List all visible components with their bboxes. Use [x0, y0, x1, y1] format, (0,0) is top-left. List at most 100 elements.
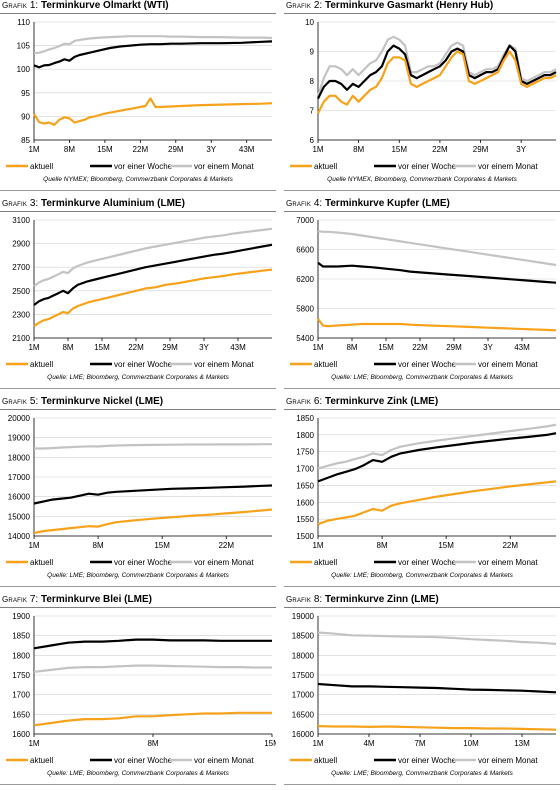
chart-title-text: Terminkurve Aluminium (LME)	[41, 198, 185, 209]
y-tick-label: 1850	[12, 632, 30, 641]
x-tick-label: 22M	[128, 343, 144, 352]
x-tick-label: 15M	[97, 145, 113, 154]
y-tick-label: 16000	[8, 493, 31, 502]
series-line-monat	[33, 35, 273, 55]
x-tick-label: 8M	[147, 739, 158, 748]
chart-panel-2: Grafik 2: Terminkurve Gasmarkt (Henry Hu…	[284, 0, 560, 194]
chart-title: Grafik 8: Terminkurve Zinn (LME)	[286, 594, 439, 605]
legend-label-monat: vor einem Monat	[194, 360, 254, 369]
chart-title-grafik: Grafik	[2, 199, 28, 208]
series-line-aktuell	[317, 725, 557, 731]
chart-title: Grafik 4: Terminkurve Kupfer (LME)	[286, 198, 450, 209]
chart-title-grafik: Grafik	[2, 1, 28, 10]
x-tick-label: 3Y	[516, 145, 526, 154]
chart-panel-3: Grafik 3: Terminkurve Aluminium (LME) 210…	[0, 198, 276, 392]
legend-label-woche: vor einer Woche	[398, 558, 457, 567]
title-rule	[284, 13, 560, 14]
y-tick-label: 5400	[296, 334, 314, 343]
title-rule	[0, 607, 276, 608]
y-tick-label: 7000	[296, 216, 314, 225]
x-tick-label: 13M	[514, 739, 530, 748]
x-tick-label: 8M	[346, 343, 357, 352]
y-tick-label: 1600	[296, 498, 314, 507]
x-tick-label: 10M	[463, 739, 479, 748]
legend-label-monat: vor einem Monat	[194, 162, 254, 171]
series-line-aktuell	[317, 480, 557, 526]
series-line-woche	[317, 44, 557, 100]
x-tick-label: 22M	[133, 145, 149, 154]
legend-label-monat: vor einem Monat	[194, 558, 254, 567]
legend-label-aktuell: aktuell	[30, 360, 53, 369]
x-tick-label: 22M	[502, 541, 518, 550]
series-line-woche	[33, 484, 273, 505]
y-tick-label: 2700	[12, 263, 30, 272]
chart-source: Quelle: LME; Bloomberg, Commerzbank Corp…	[331, 374, 513, 381]
chart-svg: 6 7 8 9 10 1M 8M 15M 22M 29M 3Y aktuell vor einer Wo…	[290, 18, 557, 171]
x-tick-label: 22M	[218, 541, 234, 550]
chart-panel-1: Grafik 1: Terminkurve Ölmarkt (WTI) 85 90 9…	[0, 0, 276, 194]
bottom-rule	[284, 784, 560, 785]
x-tick-label: 43M	[514, 343, 530, 352]
x-tick-label: 4M	[363, 739, 374, 748]
x-tick-label: 3Y	[199, 343, 209, 352]
series-line-monat	[33, 227, 273, 287]
y-tick-label: 6	[310, 136, 315, 145]
bottom-rule	[0, 388, 276, 389]
y-tick-label: 19000	[292, 612, 315, 621]
x-tick-label: 15M	[438, 541, 454, 550]
chart-title-number: 1:	[29, 0, 41, 11]
chart-title-grafik: Grafik	[286, 595, 312, 604]
x-tick-label: 15M	[264, 739, 276, 748]
series-line-woche	[317, 261, 557, 284]
x-tick-label: 8M	[377, 541, 388, 550]
series-line-woche	[33, 243, 273, 306]
legend-label-woche: vor einer Woche	[114, 756, 173, 765]
x-tick-label: 8M	[353, 145, 364, 154]
y-tick-label: 18500	[292, 632, 315, 641]
legend-label-woche: vor einer Woche	[398, 162, 457, 171]
y-tick-label: 17000	[292, 691, 315, 700]
bottom-rule	[284, 586, 560, 587]
x-tick-label: 8M	[62, 343, 73, 352]
series-line-aktuell	[317, 50, 557, 114]
chart-source: Quelle: LME; Bloomberg, Commerzbank Corp…	[331, 770, 513, 777]
legend-label-monat: vor einem Monat	[194, 756, 254, 765]
legend-label-aktuell: aktuell	[314, 162, 337, 171]
title-rule	[0, 211, 276, 212]
series-line-woche	[33, 40, 273, 69]
legend-label-aktuell: aktuell	[30, 558, 53, 567]
series-line-woche	[317, 682, 557, 694]
chart-source: Quelle: LME; Bloomberg, Commerzbank Corp…	[47, 572, 229, 579]
series-line-monat	[317, 423, 557, 470]
y-tick-label: 20000	[8, 414, 31, 423]
y-tick-label: 7	[310, 107, 315, 116]
legend-label-monat: vor einem Monat	[478, 558, 538, 567]
chart-source: Quelle: LME; Bloomberg, Commerzbank Corp…	[331, 572, 513, 579]
y-tick-label: 1700	[296, 465, 314, 474]
title-rule	[0, 409, 276, 410]
y-tick-label: 85	[21, 136, 30, 145]
y-tick-label: 1550	[296, 515, 314, 524]
x-tick-label: 22M	[432, 145, 448, 154]
x-tick-label: 22M	[412, 343, 428, 352]
legend-label-woche: vor einer Woche	[398, 756, 457, 765]
y-tick-label: 105	[17, 42, 31, 51]
y-tick-label: 10	[305, 18, 314, 27]
legend-label-woche: vor einer Woche	[114, 558, 173, 567]
chart-svg: 14000 15000 16000 17000 18000 19000 20000 1M 8M 1…	[6, 414, 273, 567]
x-tick-label: 43M	[239, 145, 255, 154]
x-tick-label: 8M	[93, 541, 104, 550]
chart-title-grafik: Grafik	[2, 595, 28, 604]
legend-label-aktuell: aktuell	[30, 162, 53, 171]
series-line-monat	[316, 35, 557, 97]
x-tick-label: 29M	[162, 343, 178, 352]
bottom-rule	[0, 784, 276, 785]
series-line-aktuell	[33, 97, 273, 126]
y-tick-label: 1700	[12, 691, 30, 700]
y-tick-label: 1850	[296, 414, 314, 423]
y-tick-label: 1750	[12, 671, 30, 680]
x-tick-label: 1M	[312, 739, 323, 748]
chart-title-text: Terminkurve Kupfer (LME)	[325, 198, 450, 209]
y-tick-label: 16000	[292, 730, 315, 739]
bottom-rule	[0, 586, 276, 587]
